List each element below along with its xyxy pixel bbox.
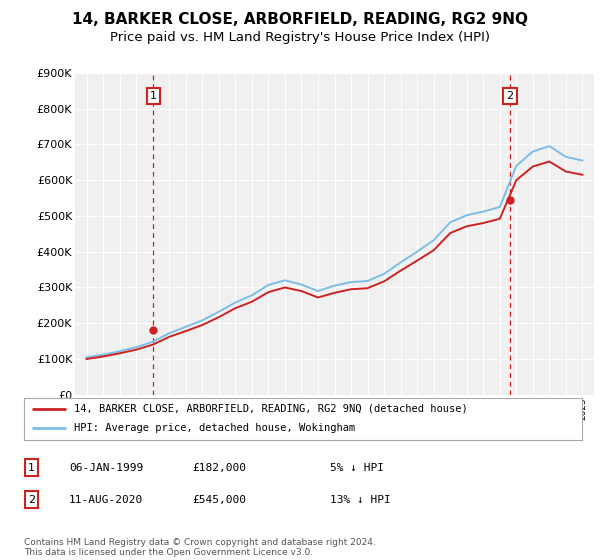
- Text: Contains HM Land Registry data © Crown copyright and database right 2024.
This d: Contains HM Land Registry data © Crown c…: [24, 538, 376, 557]
- Text: 1: 1: [150, 91, 157, 101]
- Text: HPI: Average price, detached house, Wokingham: HPI: Average price, detached house, Woki…: [74, 423, 355, 433]
- Text: £545,000: £545,000: [192, 494, 246, 505]
- Text: £182,000: £182,000: [192, 463, 246, 473]
- Text: 14, BARKER CLOSE, ARBORFIELD, READING, RG2 9NQ: 14, BARKER CLOSE, ARBORFIELD, READING, R…: [72, 12, 528, 27]
- Text: 06-JAN-1999: 06-JAN-1999: [69, 463, 143, 473]
- Text: 2: 2: [28, 494, 35, 505]
- Text: 11-AUG-2020: 11-AUG-2020: [69, 494, 143, 505]
- Text: 13% ↓ HPI: 13% ↓ HPI: [330, 494, 391, 505]
- Text: 1: 1: [28, 463, 35, 473]
- Text: Price paid vs. HM Land Registry's House Price Index (HPI): Price paid vs. HM Land Registry's House …: [110, 31, 490, 44]
- Text: 14, BARKER CLOSE, ARBORFIELD, READING, RG2 9NQ (detached house): 14, BARKER CLOSE, ARBORFIELD, READING, R…: [74, 404, 468, 414]
- Text: 5% ↓ HPI: 5% ↓ HPI: [330, 463, 384, 473]
- Text: 2: 2: [506, 91, 514, 101]
